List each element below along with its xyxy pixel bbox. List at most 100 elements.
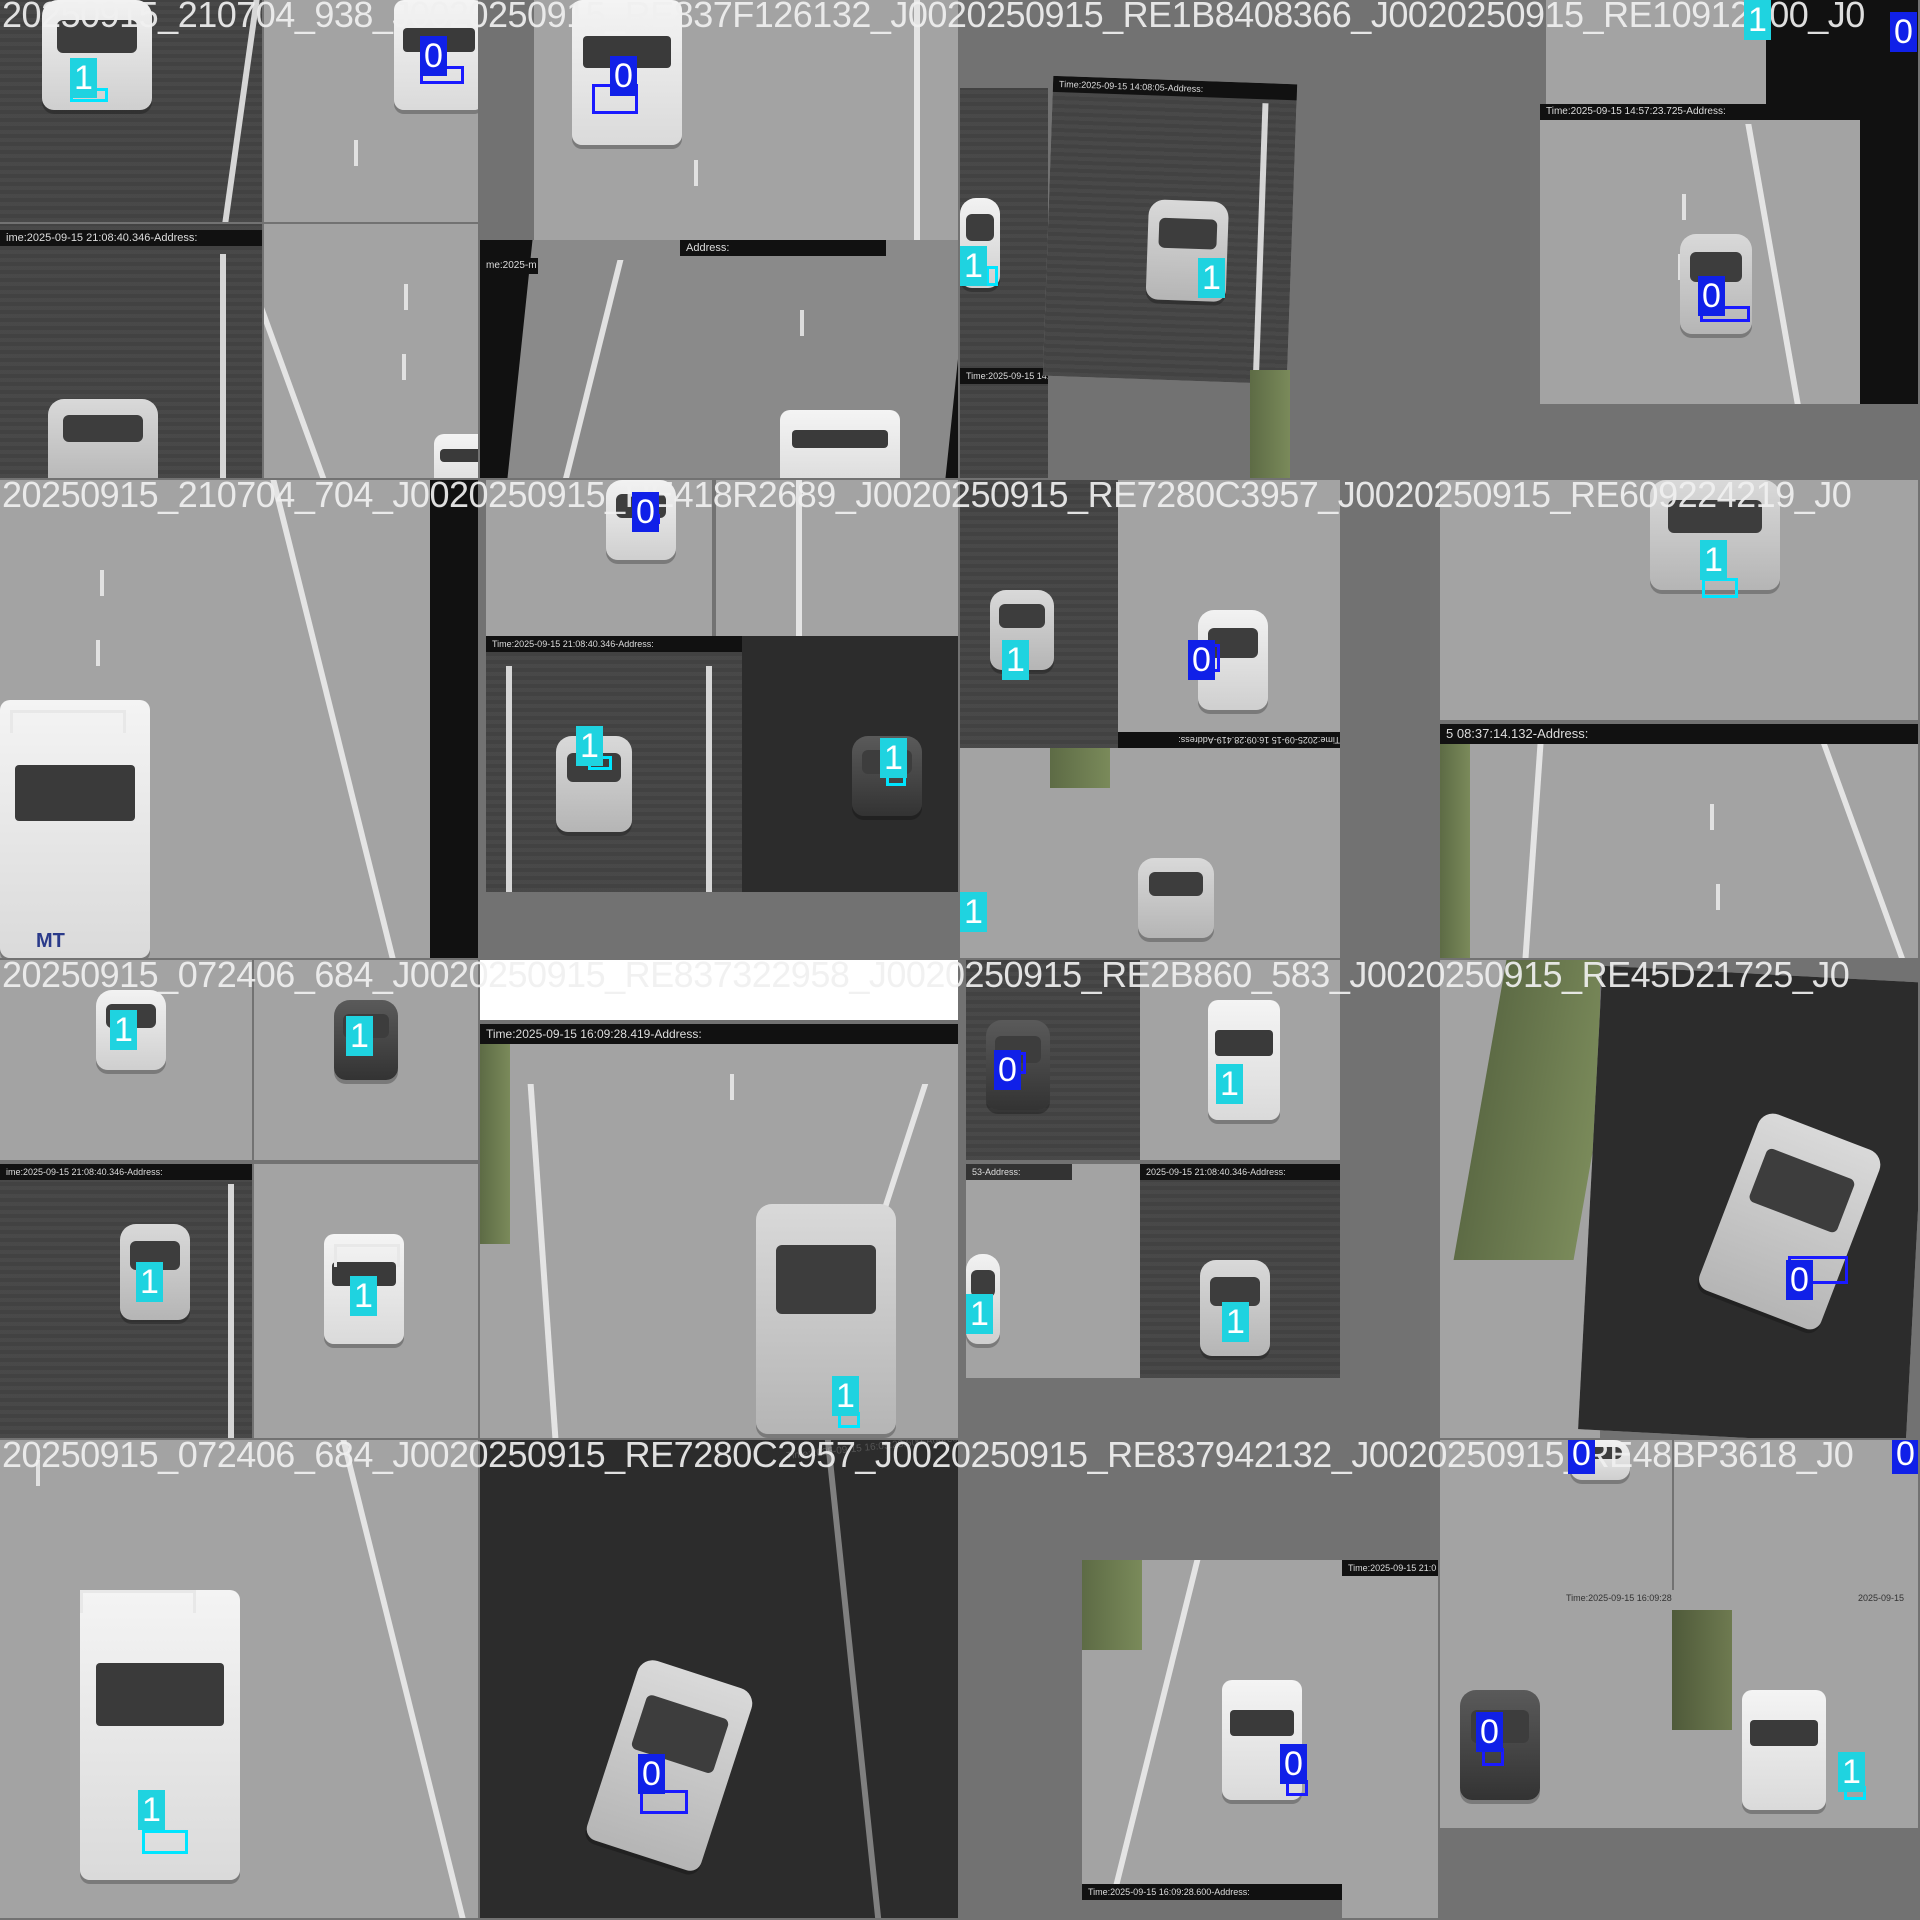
roof-rack [80,1590,196,1613]
class-label: 0 [420,36,447,76]
tile-r2c1: MT [0,480,478,958]
class-label: 0 [994,1050,1021,1090]
timestamp-banner: ime:2025-09-15 21:08:40.346-Address: [0,1164,252,1180]
tile-r2c4: 5 08:37:14.132-Address: 1 [1440,480,1918,958]
row-caption: 20250915_072406_684_J0020250915_RE7280C2… [2,1432,1854,1478]
class-label: 1 [832,1376,859,1416]
class-label: 0 [1568,1440,1595,1474]
car [1680,234,1752,334]
class-label: 1 [1198,258,1225,298]
detection-box [1702,578,1738,598]
camera-frame [1118,748,1340,958]
car [756,1204,896,1434]
camera-frame [480,1044,958,1438]
camera-frame: Time:2025-09-15 21:0 [1342,1560,1438,1918]
camera-frame: 2025-09-15 [1672,1590,1918,1828]
class-label: 1 [110,1010,137,1050]
tile-r1c2: Address: me:2025-m 0 [480,0,958,478]
timestamp-banner: Time:2025-09-15 21:0 [1342,1560,1438,1576]
camera-frame [1440,744,1918,958]
camera-frame [716,480,958,636]
van [434,434,478,478]
class-label: 1 [966,1294,993,1334]
camera-frame: 2025-09-15 21:08:40.346-Address: [1140,1164,1340,1378]
camera-frame [254,960,478,1160]
roof-rack [334,1244,400,1267]
class-label: 0 [1280,1744,1307,1784]
timestamp-banner: Time:2025-09-15 16:09:28.600-Address: [1566,1593,1672,1603]
camera-frame: Time:2025-09-15 14:08:05-Address: [1042,75,1298,385]
camera-frame: Time:2025-09-15 16:09:28.600-Address: [1440,1590,1672,1828]
camera-frame: Time:2025-09-15 21:08:40.346-Address: [486,636,742,892]
camera-frame: MT [0,480,478,958]
roof-rack [10,710,126,733]
timestamp-banner: Time:2025-09-15 14:57:23.725-Address: [1540,104,1900,120]
row-caption: 20250915_072406_684_J0020250915_RE837322… [2,952,1850,998]
camera-frame [0,0,262,222]
car [48,399,158,478]
car [1138,858,1214,938]
camera-frame: Time:2025-09-15 14:57:23.725-Address: [1540,104,1900,404]
car [120,1224,190,1320]
tile-r1c3: Time:2025-09-15 14:18:13 Time:2025-09-15… [960,0,1438,478]
timestamp-banner: 2025-09-15 [1858,1593,1905,1603]
row-caption: 20250915_210704_938_J0020250915_RE837F12… [2,0,1865,38]
tile-r2c2: Time:2025-09-15 21:08:40.346-Address: 0 … [480,480,958,958]
camera-frame [1578,965,1918,1438]
class-label: 0 [1892,1440,1918,1474]
class-label: 1 [880,738,907,778]
class-label: 1 [136,1262,163,1302]
class-label: 1 [1744,0,1771,40]
timestamp-banner: Time:2025-09-15 16:09:28.600-Address: [1082,1884,1342,1900]
camera-frame: Address: me:2025-m [480,240,958,478]
tile-r4c3: Time:2025-09-15 16:09:28.600-Address: Ti… [960,1440,1438,1918]
class-label: 0 [1476,1712,1503,1752]
class-label: 1 [1002,640,1029,680]
detection-box [986,266,998,286]
tile-r1c4: Time:2025-09-15 14:57:23.725-Address: 0 … [1440,0,1918,478]
class-label: 0 [610,56,637,96]
timestamp-banner: 2025-09-15 21:08:40.346-Address: [1140,1164,1340,1180]
class-label: 0 [638,1754,665,1794]
tile-r3c2: Time:2025-09-15 16:09:28.419-Address: 1 [480,960,958,1438]
camera-frame: 53-Address: [966,1164,1140,1378]
row-caption: 20250915_210704_704_J0020250915_RE418R26… [2,472,1852,518]
camera-frame [1440,480,1918,720]
camera-frame [1674,1440,1918,1590]
camera-frame: Time:2025-09-15 14:18:13 [960,88,1048,478]
class-label: 1 [138,1790,165,1830]
tile-r2c3: Time:2025-09-15 16:09:28.419-Address: 1 … [960,480,1438,958]
class-label: 1 [960,246,987,286]
camera-frame [0,1440,478,1918]
car [42,0,152,110]
class-label: 0 [1890,12,1917,52]
tile-r3c3: 53-Address: 2025-09-15 21:08:40.346-Addr… [960,960,1438,1438]
camera-frame: Time:2025-09-15 16:09:28.419-Address: [1118,480,1340,748]
camera-frame [1140,960,1340,1160]
class-label: 0 [1698,276,1725,316]
van [394,0,478,110]
class-label: 1 [960,892,987,932]
camera-frame: ime:2025-09-15 21:08:40.346-Address: [0,224,262,478]
camera-frame: Time:2025-09-15 16:09:28.600-Address: [480,1440,958,1918]
van [0,700,150,958]
van [780,410,900,478]
camera-frame [480,960,958,1020]
tile-r1c1: ime:2025-09-15 21:08:40.346-Address: 1 0 [0,0,478,478]
class-label: 1 [576,726,603,766]
timestamp-banner: 5 08:37:14.132-Address: [1440,724,1918,744]
timestamp-banner: 53-Address: [966,1164,1072,1180]
class-label: 1 [346,1016,373,1056]
class-label: 1 [1700,540,1727,580]
camera-frame [1860,104,1918,404]
timestamp-banner: Time:2025-09-15 16:09:28.419-Address: [1118,732,1340,748]
camera-frame [960,480,1118,748]
class-label: 1 [1222,1302,1249,1342]
timestamp-banner: me:2025-m [480,258,538,274]
class-label: 1 [1838,1752,1865,1792]
class-label: 1 [70,58,97,98]
class-label: 1 [1216,1064,1243,1104]
timestamp-banner: ime:2025-09-15 21:08:40.346-Address: [0,230,262,246]
class-label: 1 [350,1276,377,1316]
